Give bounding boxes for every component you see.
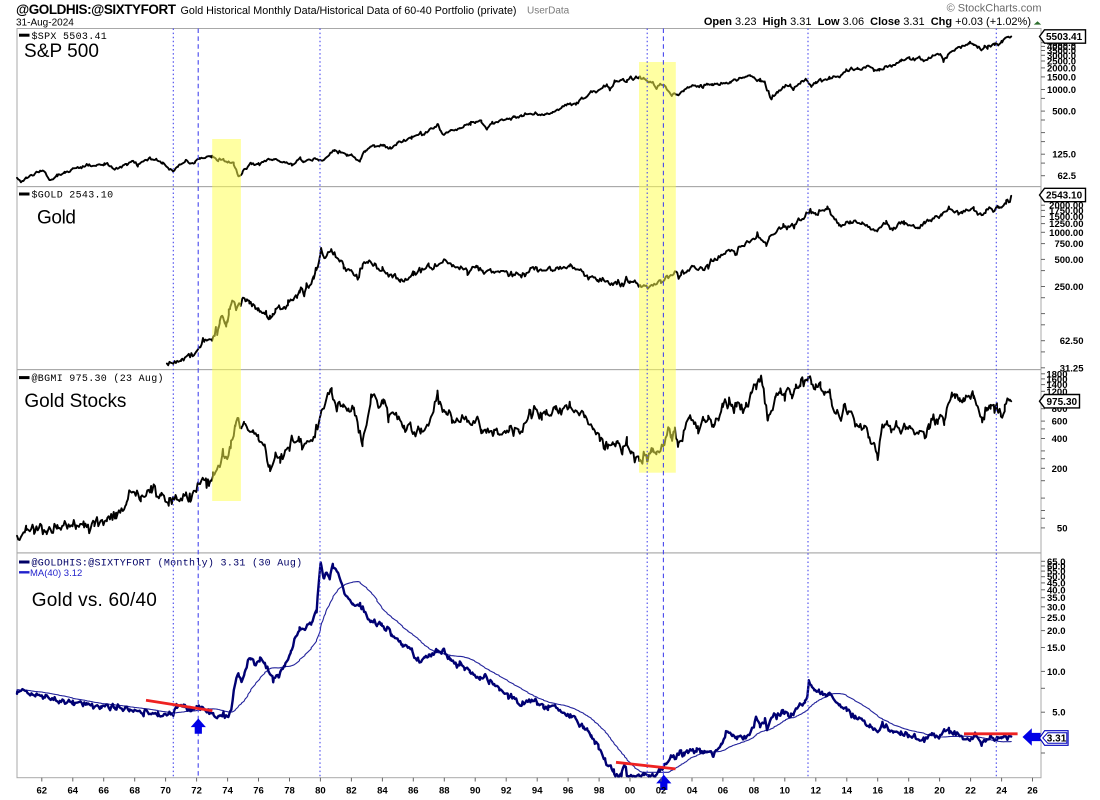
- svg-text:500.00: 500.00: [1054, 255, 1083, 266]
- svg-text:78: 78: [284, 786, 295, 797]
- svg-text:70: 70: [160, 786, 171, 797]
- svg-text:1000.00: 1000.00: [1049, 228, 1083, 239]
- svg-text:400: 400: [1052, 434, 1068, 445]
- svg-text:66: 66: [98, 786, 109, 797]
- svg-text:© StockCharts.com: © StockCharts.com: [947, 2, 1042, 14]
- svg-text:62.50: 62.50: [1060, 336, 1084, 347]
- svg-text:5503.41: 5503.41: [1046, 32, 1083, 43]
- svg-text:Gold: Gold: [37, 208, 76, 229]
- svg-text:68: 68: [129, 786, 140, 797]
- svg-text:92: 92: [501, 786, 512, 797]
- svg-text:2000.00: 2000.00: [1049, 201, 1083, 212]
- svg-text:04: 04: [687, 786, 698, 797]
- svg-text:S&P 500: S&P 500: [24, 41, 99, 62]
- svg-text:Gold Historical Monthly Data/H: Gold Historical Monthly Data/Historical …: [181, 5, 517, 17]
- svg-text:15.0: 15.0: [1047, 643, 1066, 654]
- svg-text:88: 88: [439, 786, 450, 797]
- svg-text:14: 14: [842, 786, 853, 797]
- svg-text:Gold vs. 60/40: Gold vs. 60/40: [32, 590, 157, 611]
- svg-text:30.0: 30.0: [1047, 602, 1066, 613]
- svg-text:02: 02: [656, 786, 667, 797]
- svg-text:16: 16: [872, 786, 883, 797]
- svg-text:76: 76: [253, 786, 264, 797]
- svg-text:1400: 1400: [1046, 380, 1067, 391]
- svg-text:200: 200: [1052, 464, 1068, 475]
- svg-text:06: 06: [718, 786, 729, 797]
- svg-text:50.0: 50.0: [1047, 572, 1066, 583]
- svg-text:3.31: 3.31: [1047, 734, 1067, 745]
- svg-text:31.25: 31.25: [1060, 363, 1084, 374]
- svg-text:Gold Stocks: Gold Stocks: [24, 391, 126, 412]
- svg-text:$GOLD 2543.10: $GOLD 2543.10: [32, 190, 114, 202]
- svg-text:975.30: 975.30: [1047, 397, 1078, 408]
- svg-text:$SPX 5503.41: $SPX 5503.41: [32, 31, 108, 43]
- svg-text:65.0: 65.0: [1047, 557, 1066, 568]
- svg-text:@BGMI 975.30 (23 Aug): @BGMI 975.30 (23 Aug): [32, 373, 164, 385]
- svg-text:84: 84: [377, 786, 388, 797]
- svg-text:26: 26: [1027, 786, 1038, 797]
- svg-text:80: 80: [315, 786, 326, 797]
- svg-text:250.00: 250.00: [1054, 282, 1083, 293]
- svg-text:24: 24: [996, 786, 1007, 797]
- svg-text:1500.00: 1500.00: [1049, 212, 1083, 223]
- svg-text:125.0: 125.0: [1052, 150, 1076, 161]
- svg-text:25.0: 25.0: [1047, 613, 1066, 624]
- svg-text:1800: 1800: [1046, 369, 1067, 380]
- svg-text:2000.0: 2000.0: [1047, 63, 1076, 74]
- svg-text:@GOLDHIS:@SIXTYFORT: @GOLDHIS:@SIXTYFORT: [16, 2, 177, 17]
- svg-text:@GOLDHIS:@SIXTYFORT (Monthly): @GOLDHIS:@SIXTYFORT (Monthly) 3.31 (30 A…: [32, 558, 303, 570]
- svg-text:1600: 1600: [1046, 374, 1067, 385]
- svg-text:96: 96: [563, 786, 574, 797]
- svg-text:1750.00: 1750.00: [1049, 206, 1083, 217]
- svg-text:3000.0: 3000.0: [1047, 51, 1076, 62]
- svg-text:1500.0: 1500.0: [1047, 72, 1076, 83]
- svg-text:2500.0: 2500.0: [1047, 57, 1076, 68]
- svg-text:22: 22: [965, 786, 976, 797]
- svg-text:86: 86: [408, 786, 419, 797]
- svg-text:64: 64: [68, 786, 79, 797]
- svg-text:1200: 1200: [1046, 387, 1067, 398]
- svg-text:60.0: 60.0: [1047, 562, 1066, 573]
- svg-text:18: 18: [903, 786, 914, 797]
- svg-text:45.0: 45.0: [1047, 578, 1066, 589]
- svg-text:62.5: 62.5: [1058, 171, 1077, 182]
- svg-text:98: 98: [594, 786, 605, 797]
- svg-text:08: 08: [749, 786, 760, 797]
- svg-text:20: 20: [934, 786, 945, 797]
- svg-text:31-Aug-2024: 31-Aug-2024: [16, 18, 74, 29]
- svg-text:55.0: 55.0: [1047, 567, 1066, 578]
- svg-text:40.0: 40.0: [1047, 585, 1066, 596]
- svg-text:800: 800: [1052, 404, 1068, 415]
- svg-text:MA(40) 3.12: MA(40) 3.12: [30, 568, 82, 579]
- svg-text:3500.0: 3500.0: [1047, 46, 1076, 57]
- svg-text:Open 3.23 High 3.31 Low 3.06: Open 3.23 High 3.31 Low 3.06 Close 3.31 …: [704, 16, 1031, 28]
- svg-text:94: 94: [532, 786, 543, 797]
- svg-text:62: 62: [37, 786, 48, 797]
- svg-text:90: 90: [470, 786, 481, 797]
- svg-text:72: 72: [191, 786, 202, 797]
- svg-text:UserData: UserData: [527, 6, 570, 17]
- svg-text:12: 12: [811, 786, 822, 797]
- svg-text:2543.10: 2543.10: [1046, 191, 1083, 202]
- svg-text:500.0: 500.0: [1052, 107, 1076, 118]
- svg-text:10.0: 10.0: [1047, 667, 1066, 678]
- svg-text:1250.00: 1250.00: [1049, 219, 1083, 230]
- svg-text:82: 82: [346, 786, 357, 797]
- svg-text:750.00: 750.00: [1054, 239, 1083, 250]
- svg-text:600: 600: [1052, 417, 1068, 428]
- svg-text:10: 10: [780, 786, 791, 797]
- svg-text:4000.0: 4000.0: [1047, 42, 1076, 53]
- svg-text:35.0: 35.0: [1047, 593, 1066, 604]
- svg-text:50: 50: [1057, 523, 1068, 534]
- svg-text:74: 74: [222, 786, 233, 797]
- svg-text:20.0: 20.0: [1047, 626, 1066, 637]
- svg-text:00: 00: [625, 786, 636, 797]
- svg-text:1000.0: 1000.0: [1047, 85, 1076, 96]
- svg-text:5.0: 5.0: [1052, 708, 1065, 719]
